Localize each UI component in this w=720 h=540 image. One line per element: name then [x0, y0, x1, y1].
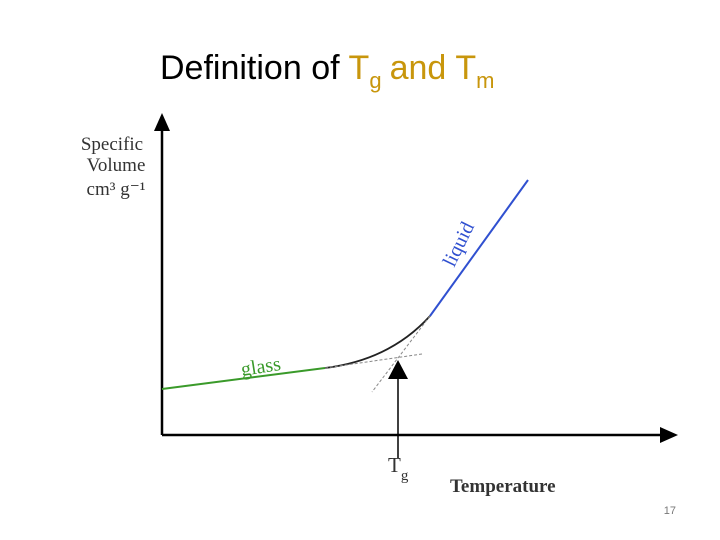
slide-number: 17	[664, 505, 676, 517]
y-arrow	[154, 113, 170, 131]
tg-main: T	[388, 453, 401, 477]
liquid-label: liquid	[439, 219, 479, 271]
liquid-extension	[371, 315, 431, 393]
title-sub: g	[369, 68, 381, 93]
x-arrow	[660, 427, 678, 443]
liquid-line	[429, 179, 529, 317]
tg-sub: g	[401, 468, 409, 484]
y-label: Specific	[81, 134, 143, 155]
y-label: Volume	[87, 155, 146, 176]
title-lead: Definition of	[160, 49, 340, 87]
title-and: and	[390, 49, 447, 87]
y-label: cm³ g⁻¹	[87, 179, 146, 200]
title-sub: m	[476, 68, 494, 93]
transition-curve	[324, 315, 431, 369]
glass-line	[161, 367, 326, 390]
title-t: T	[455, 49, 476, 87]
title: Definition of Tg and Tm	[160, 49, 494, 93]
x-label: Temperature	[450, 476, 556, 497]
tg-label: Tg	[388, 453, 409, 484]
tg-arrow	[388, 360, 408, 379]
glass-label: glass	[239, 353, 282, 381]
title-t: T	[349, 49, 370, 87]
glass-extension	[324, 353, 423, 369]
